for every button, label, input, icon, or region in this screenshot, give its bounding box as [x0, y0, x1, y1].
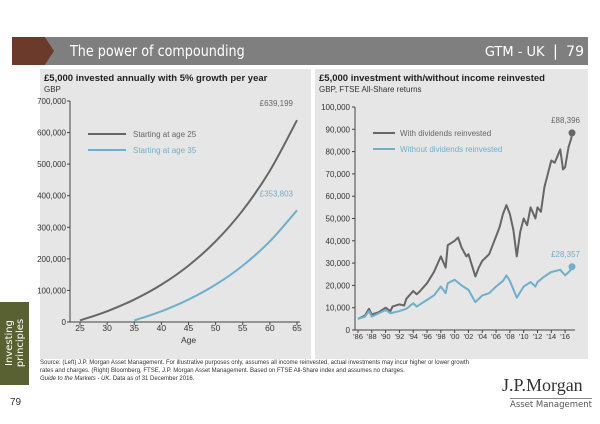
header-chevron: [12, 37, 54, 65]
y-tick-label: 90,000: [326, 125, 351, 134]
left-chart-panel: £5,000 invested annually with 5% growth …: [40, 69, 311, 359]
page-number: 79: [10, 397, 22, 408]
section-label: GTM - UK: [484, 45, 545, 60]
y-tick-label: 200,000: [37, 255, 66, 264]
source-line-1: Source: (Left) J.P. Morgan Asset Managem…: [40, 360, 469, 366]
jpmorgan-logo: J.P.Morgan: [502, 375, 583, 395]
legend-label: With dividends reinvested: [400, 129, 491, 138]
x-tick-label: 65: [292, 323, 302, 333]
series-line-blue: [357, 266, 573, 320]
x-tick-label: '10: [519, 332, 529, 341]
series-line-dark: [357, 132, 573, 320]
header-page-number: 79: [566, 44, 584, 60]
series-end-label: £88,396: [551, 116, 580, 125]
y-tick-label: 100,000: [37, 286, 66, 295]
series-end-label: £639,199: [260, 99, 294, 108]
right-chart-subtitle: GBP, FTSE All-Share returns: [319, 85, 422, 94]
x-tick-label: '04: [477, 332, 487, 341]
source-line-2: rates and charges. (Right) Bloomberg, FT…: [40, 368, 405, 374]
x-tick-label: 35: [130, 323, 140, 333]
header-bar: [40, 37, 588, 65]
section-label-line1: Investing: [4, 320, 15, 366]
x-tick-label: '86: [353, 332, 363, 341]
source-line-3: Guide to the Markets - UK. Data as of 31…: [40, 375, 510, 383]
x-tick-label: 45: [184, 323, 194, 333]
y-tick-label: 500,000: [37, 160, 66, 169]
y-tick-label: 0: [346, 326, 351, 335]
y-tick-label: 600,000: [37, 129, 66, 138]
left-chart-title: £5,000 invested annually with 5% growth …: [44, 73, 268, 84]
y-tick-label: 300,000: [37, 223, 66, 232]
source-note: Source: (Left) J.P. Morgan Asset Managem…: [40, 359, 510, 383]
x-tick-label: '14: [546, 332, 556, 341]
y-tick-label: 50,000: [326, 215, 351, 224]
x-tick-label: '00: [450, 332, 460, 341]
x-tick-label: '92: [395, 332, 405, 341]
x-tick-label: 50: [211, 323, 221, 333]
header-section: GTM - UK | 79: [484, 42, 584, 60]
left-chart-subtitle: GBP: [44, 85, 61, 94]
legend-label: Starting at age 35: [133, 146, 197, 155]
x-tick-label: '94: [408, 332, 418, 341]
x-tick-label: 30: [102, 323, 112, 333]
series-line-blue: [133, 209, 298, 322]
y-tick-label: 700,000: [37, 97, 66, 106]
legend-label: Without dividends reinvested: [400, 145, 502, 154]
x-tick-label: '12: [533, 332, 543, 341]
x-tick-label: '06: [491, 332, 501, 341]
right-chart-title: £5,000 investment with/without income re…: [319, 73, 545, 84]
x-tick-label: '16: [560, 332, 570, 341]
series-end-marker: [568, 263, 576, 271]
y-tick-label: 100,000: [321, 103, 350, 112]
series-end-label: £353,803: [260, 189, 294, 198]
data-date: Data as of 31 December 2016.: [111, 376, 195, 382]
y-tick-label: 30,000: [326, 259, 351, 268]
section-label-line2: principles: [15, 318, 26, 368]
y-tick-label: 60,000: [326, 192, 351, 201]
x-tick-label: '96: [422, 332, 432, 341]
x-tick-label: '88: [367, 332, 377, 341]
x-tick-label: '02: [464, 332, 474, 341]
guide-title: Guide to the Markets - UK.: [40, 376, 112, 382]
series-line-dark: [79, 119, 298, 322]
y-tick-label: 400,000: [37, 192, 66, 201]
y-tick-label: 20,000: [326, 281, 351, 290]
section-tab: [0, 302, 29, 385]
x-tick-label: '90: [381, 332, 391, 341]
series-end-label: £28,357: [551, 250, 580, 259]
x-tick-label: '08: [505, 332, 515, 341]
x-tick-label: 40: [157, 323, 167, 333]
x-tick-label: 25: [75, 323, 85, 333]
y-tick-label: 40,000: [326, 237, 351, 246]
right-chart-panel: £5,000 investment with/without income re…: [315, 69, 588, 359]
x-axis-label: Age: [181, 335, 196, 345]
y-tick-label: 70,000: [326, 170, 351, 179]
section-tab-label: Investing principles: [4, 301, 26, 385]
page-title: The power of compounding: [70, 42, 245, 60]
x-tick-label: 60: [265, 323, 275, 333]
series-end-marker: [568, 129, 576, 137]
x-tick-label: '98: [436, 332, 446, 341]
y-tick-label: 10,000: [326, 304, 351, 313]
y-tick-label: 80,000: [326, 148, 351, 157]
y-tick-label: 0: [62, 318, 67, 327]
legend-label: Starting at age 25: [133, 130, 197, 139]
logo-subtitle: Asset Management: [510, 398, 592, 410]
x-tick-label: 55: [238, 323, 248, 333]
